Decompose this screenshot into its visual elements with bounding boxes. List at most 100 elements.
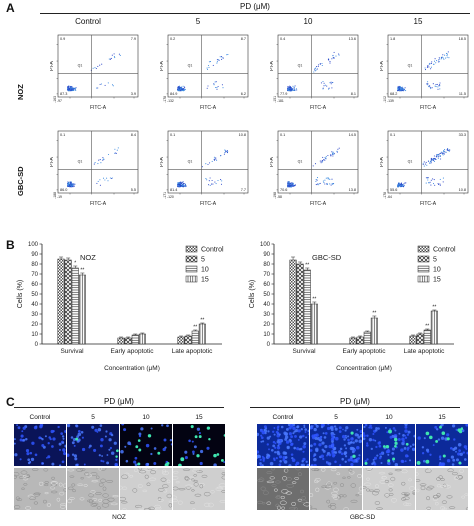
- flow-event: [317, 65, 319, 68]
- flow-event: [323, 85, 325, 87]
- apoptotic-nucleus: [405, 442, 409, 446]
- chart-y-tick-label: 40: [263, 302, 270, 308]
- panel-c-gbcsd-col-15: 15: [438, 414, 446, 421]
- brightfield-image: [416, 468, 468, 510]
- flow-event: [94, 67, 96, 69]
- flow-event: [444, 151, 446, 153]
- flow-event: [93, 163, 95, 165]
- cell-outline: [420, 485, 426, 491]
- flow-event: [321, 64, 323, 67]
- flow-event: [314, 67, 316, 70]
- flow-event: [439, 178, 441, 180]
- flow-event: [70, 89, 72, 91]
- cell-outline: [327, 505, 332, 508]
- flow-event: [323, 159, 325, 161]
- flow-event: [397, 90, 399, 92]
- flow-event: [429, 162, 431, 164]
- flow-event: [448, 150, 450, 152]
- flow-event: [114, 57, 116, 59]
- cell-outline: [193, 474, 198, 477]
- flow-quadrant-value: 14.5: [349, 133, 356, 137]
- cell-outline: [279, 500, 287, 505]
- flow-event: [102, 159, 104, 161]
- flow-event: [216, 62, 218, 64]
- flow-quadrant-value: 8.7: [241, 37, 246, 41]
- chart-significance-mark: **: [312, 297, 316, 303]
- nucleus: [363, 425, 366, 429]
- nucleus: [313, 457, 317, 462]
- cell-outline: [157, 499, 164, 502]
- nucleus: [120, 449, 124, 454]
- chart-legend-swatch: [185, 255, 198, 263]
- flow-event: [404, 182, 406, 184]
- flow-event: [293, 184, 295, 186]
- flow-event: [433, 155, 435, 157]
- nucleus: [193, 445, 197, 449]
- chart-bar: [356, 336, 364, 345]
- flow-event: [434, 158, 437, 160]
- cell-outline: [133, 468, 139, 473]
- flow-y-axis-label: PI-A: [270, 156, 275, 166]
- flow-x-axis-label: FITC-A: [310, 201, 327, 207]
- flow-event: [401, 184, 403, 186]
- nucleus: [274, 446, 277, 449]
- nucleus: [380, 452, 383, 454]
- nucleus: [29, 451, 33, 455]
- flow-event: [331, 151, 333, 153]
- flow-event: [400, 88, 402, 90]
- chart-bar: [289, 259, 297, 345]
- cell-outline: [369, 489, 375, 492]
- cell-outline: [219, 500, 225, 503]
- flow-y-axis-label: PI-A: [380, 60, 385, 70]
- flow-quadrant-value: 6.2: [241, 92, 246, 96]
- cell-outline: [185, 486, 192, 490]
- chart-bar: [64, 259, 72, 345]
- nucleus: [192, 450, 195, 454]
- cell-outline: [326, 499, 331, 504]
- nucleus: [369, 424, 372, 428]
- nucleus: [291, 458, 296, 462]
- chart-bar: [117, 337, 125, 345]
- flow-event: [99, 179, 101, 181]
- cell-outline: [132, 488, 138, 493]
- flow-event: [336, 151, 338, 153]
- flow-event: [92, 67, 94, 69]
- flow-event: [291, 185, 293, 187]
- nucleus: [334, 451, 338, 454]
- nucleus: [277, 428, 279, 431]
- flow-event: [439, 58, 441, 60]
- nucleus: [440, 436, 445, 440]
- nucleus: [333, 425, 337, 428]
- flow-event: [429, 86, 431, 88]
- nucleus: [14, 453, 18, 457]
- cell-outline: [199, 484, 204, 489]
- flow-event: [423, 161, 425, 163]
- nucleus: [134, 463, 138, 466]
- flow-event: [403, 89, 405, 91]
- cell-outline: [144, 474, 149, 479]
- nucleus: [146, 462, 150, 466]
- nucleus: [363, 437, 366, 441]
- cell-outline: [441, 500, 447, 504]
- nucleus: [72, 438, 76, 442]
- flow-event: [427, 81, 429, 83]
- flow-plot: Q1 0.1 10.8 81.4 7.7 FITC-A PI-A -171 -120: [160, 130, 249, 207]
- nucleus: [330, 437, 335, 442]
- flow-event: [316, 183, 318, 185]
- nucleus: [452, 458, 456, 462]
- flow-quadrant-value: 0.1: [170, 133, 175, 137]
- nucleus: [145, 443, 150, 448]
- flow-event: [398, 85, 400, 87]
- panel-a-row-gbcsd: GBC-SD: [16, 166, 25, 196]
- flow-event: [180, 87, 182, 89]
- nucleus: [332, 454, 335, 458]
- cell-outline: [166, 479, 171, 484]
- cell-outline: [266, 471, 273, 475]
- chart-bar: [303, 269, 311, 345]
- nucleus: [104, 435, 107, 438]
- nucleus: [366, 458, 369, 461]
- nucleus: [408, 459, 412, 462]
- cell-outline: [67, 499, 72, 504]
- flow-event: [429, 181, 431, 183]
- flow-event: [215, 183, 217, 185]
